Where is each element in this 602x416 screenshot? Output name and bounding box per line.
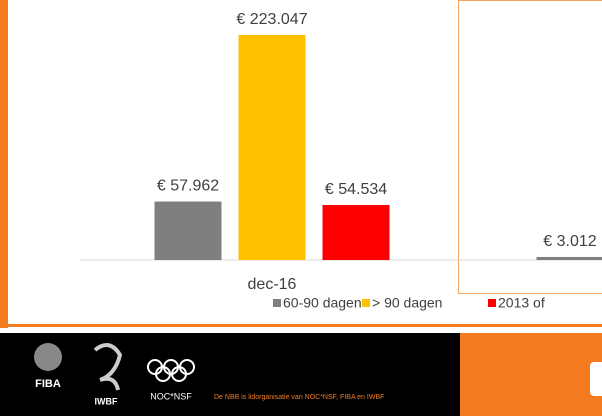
bar	[238, 35, 306, 260]
fiba-logo: FIBA	[35, 378, 61, 390]
iwbf-logo: IWBF	[95, 396, 118, 406]
footer-button	[590, 362, 602, 396]
legend-swatch	[362, 299, 370, 307]
legend-swatch	[273, 299, 281, 307]
iwbf-mark	[93, 343, 123, 391]
olympic-rings	[147, 359, 195, 382]
left-border	[0, 0, 8, 328]
frame	[458, 0, 602, 294]
data-label: € 57.962	[157, 178, 219, 195]
x-tick-label: dec-16	[248, 276, 297, 293]
legend-label: 60-90 dagen	[283, 295, 362, 311]
data-label: € 3.012	[543, 233, 596, 250]
footer-accent	[460, 333, 602, 416]
bar	[536, 256, 602, 260]
legend-label: > 90 dagen	[372, 295, 442, 311]
bar	[322, 204, 390, 260]
legend-label: 2013 of	[498, 295, 545, 311]
nocnsf-logo: NOC*NSF	[150, 391, 192, 401]
legend-swatch	[488, 299, 496, 307]
data-label: € 54.534	[325, 181, 387, 198]
bottom-border	[0, 324, 602, 327]
fiba-globe	[34, 343, 62, 371]
data-label: € 223.047	[236, 11, 307, 28]
bar	[154, 201, 222, 260]
footer-text: De NBB is lidorganisatie van NOC*NSF, FI…	[214, 394, 384, 401]
